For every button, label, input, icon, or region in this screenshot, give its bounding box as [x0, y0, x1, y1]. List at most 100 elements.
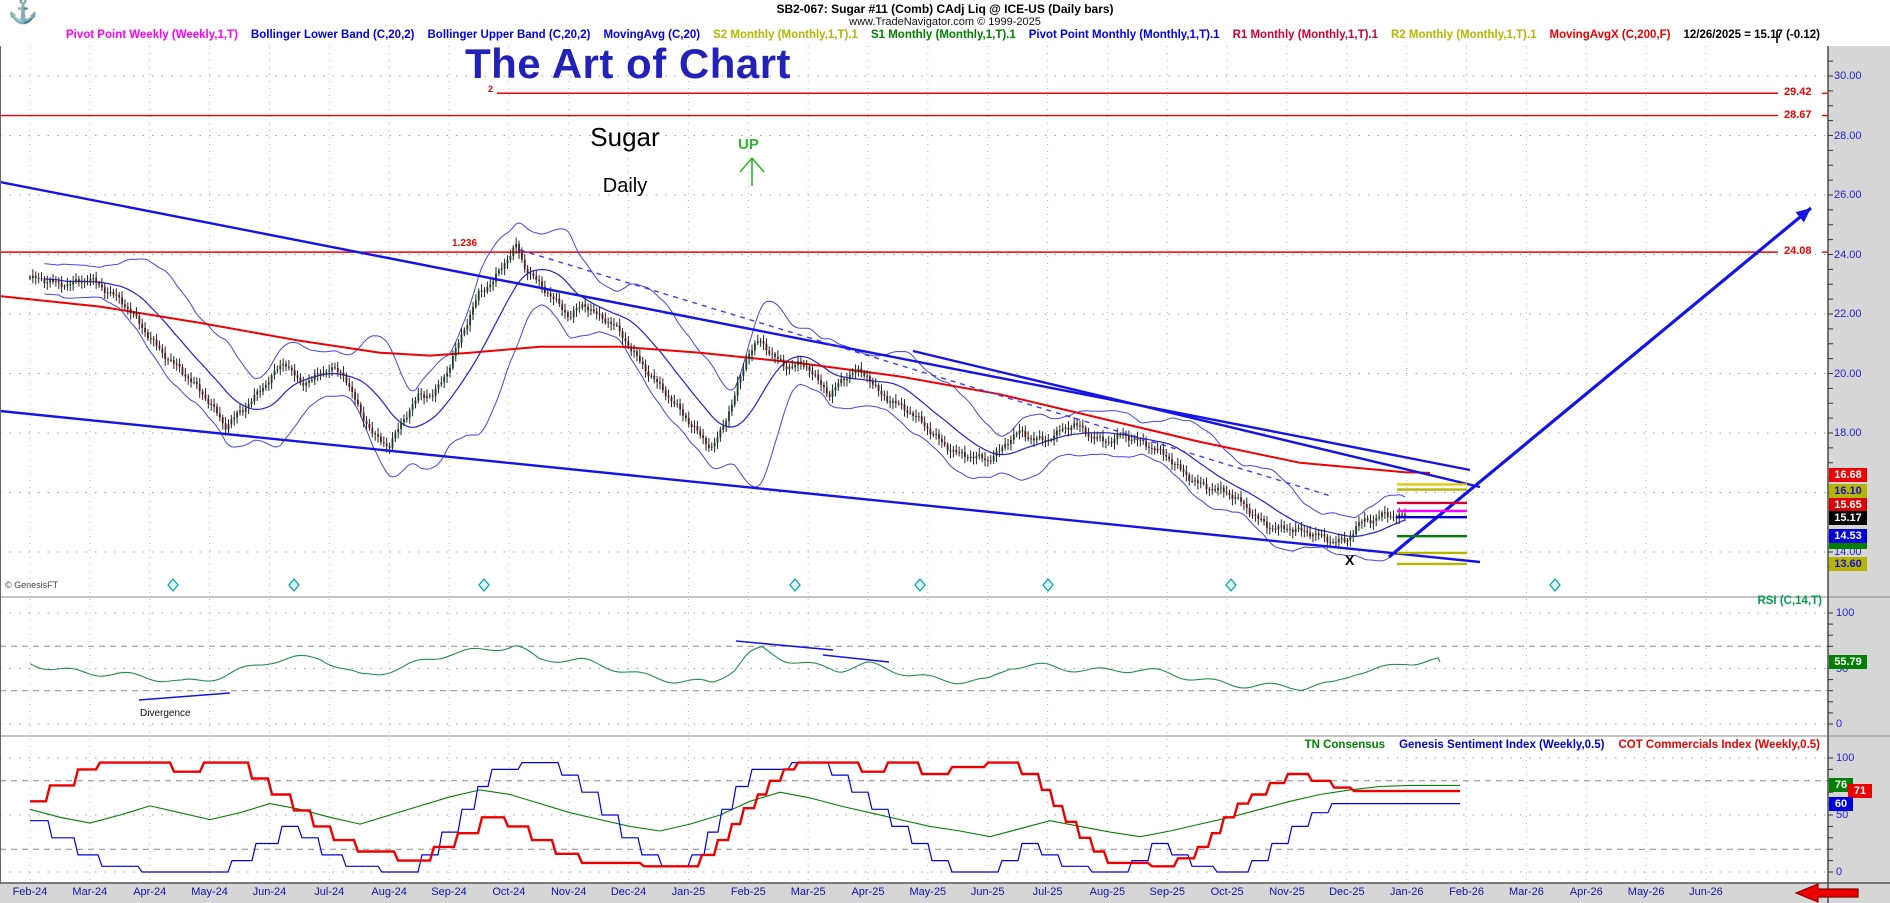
- bottom-panel-legend-item[interactable]: COT Commercials Index (Weekly,0.5): [1618, 739, 1820, 751]
- month-axis-label: Aug-24: [371, 886, 407, 898]
- app-logo-anchor-icon: ⚓: [8, 0, 38, 25]
- legend-item[interactable]: Pivot Point Monthly (Monthly,1,T).1: [1028, 29, 1220, 41]
- line-start-label: 2: [488, 84, 494, 94]
- legend-item[interactable]: Pivot Point Weekly (Weekly,1,T): [66, 29, 238, 41]
- bottom-panel-legend-item[interactable]: Genesis Sentiment Index (Weekly,0.5): [1399, 739, 1605, 751]
- month-axis-label: Dec-25: [1329, 886, 1365, 898]
- fib-price-label: 28.67: [1781, 108, 1815, 121]
- month-axis-label: Nov-25: [1269, 886, 1305, 898]
- tn-consensus-line: [29, 784, 1460, 838]
- fib-level-label: 1.236: [452, 238, 478, 249]
- price-value-box: 16.10: [1829, 484, 1867, 498]
- legend-item[interactable]: R2 Monthly (Monthly,1,T).1: [1391, 29, 1537, 41]
- dashed-trendline: [519, 249, 1332, 497]
- projection-arrow: [1387, 206, 1813, 559]
- month-gridlines: [29, 46, 1707, 883]
- fib-price-label: 24.08: [1781, 245, 1815, 258]
- chart-title: SB2-067: Sugar #11 (Comb) CAdj Liq @ ICE…: [776, 2, 1114, 16]
- scroll-back-arrow[interactable]: [1794, 883, 1859, 903]
- price-axis-label: 14.00: [1834, 546, 1862, 558]
- month-axis-label: Feb-26: [1449, 886, 1484, 898]
- sentiment-line: [30, 761, 1460, 873]
- moving-average-20: [44, 268, 1406, 538]
- panel-borders: [0, 31, 1890, 903]
- rsi-line: [29, 645, 1441, 691]
- pivot-level-segments: [1397, 483, 1467, 566]
- month-axis-label: Mar-24: [72, 886, 108, 898]
- month-axis-label: Feb-24: [12, 886, 48, 898]
- price-axis-label: 18.00: [1834, 427, 1862, 439]
- month-axis-label: Oct-25: [1210, 886, 1244, 898]
- price-axis-label: 22.00: [1834, 308, 1862, 320]
- month-axis-label: Jun-26: [1689, 886, 1723, 898]
- month-axis-label: Apr-26: [1569, 886, 1603, 898]
- tn-axis-label: 100: [1836, 752, 1855, 764]
- price-axis-label: 26.00: [1834, 189, 1862, 201]
- month-axis-label: Feb-25: [730, 886, 766, 898]
- month-axis-label: Apr-24: [133, 886, 167, 898]
- month-axis-label: May-25: [909, 886, 947, 898]
- bollinger-bands: [44, 222, 1406, 562]
- price-axis-label: 24.00: [1834, 248, 1862, 261]
- rsi-legend[interactable]: RSI (C,14,T): [1757, 595, 1822, 607]
- chart-subtitle: www.TradeNavigator.com © 1999-2025: [849, 16, 1041, 28]
- red-level-lines: [0, 92, 1828, 253]
- legend-item[interactable]: R1 Monthly (Monthly,1,T).1: [1232, 29, 1379, 41]
- up-annotation-label: UP: [738, 136, 759, 153]
- month-axis-label: Aug-25: [1089, 886, 1126, 898]
- price-axis-label: 20.00: [1834, 367, 1862, 380]
- tn-axis-label: 50: [1836, 809, 1849, 821]
- tn-value-box: 60: [1829, 796, 1853, 811]
- tn-value-box: 76: [1829, 778, 1853, 793]
- month-axis-label: May-26: [1627, 886, 1665, 898]
- legend-item[interactable]: S1 Monthly (Monthly,1,T).1: [870, 29, 1016, 41]
- month-axis-label: Mar-25: [790, 886, 826, 898]
- legend-item[interactable]: MovingAvgX (C,200,F): [1549, 29, 1671, 41]
- legend-item[interactable]: Bollinger Lower Band (C,20,2): [250, 29, 415, 41]
- moving-average-200: [0, 295, 1431, 474]
- legend-item[interactable]: MovingAvg (C,20): [603, 29, 701, 41]
- month-axis-label: Apr-25: [851, 886, 885, 898]
- month-axis-label: Nov-24: [550, 886, 587, 898]
- month-axis-label: Sep-24: [431, 886, 467, 898]
- last-quote-readout: 12/26/2025 = 15.17 (-0.12): [1683, 29, 1820, 41]
- timeframe-label: Daily: [602, 175, 648, 197]
- price-axis-label: 30.00: [1834, 70, 1862, 82]
- fib-price-label: 29.42: [1781, 86, 1815, 99]
- candlesticks: [29, 237, 1406, 549]
- bottom-panel-legend: TN Consensus Genesis Sentiment Index (Wee…: [1305, 739, 1820, 751]
- price-value-box: 14.53: [1829, 529, 1867, 543]
- watermark-title: The Art of Chart: [464, 40, 792, 87]
- month-axis-label: Sep-25: [1149, 886, 1186, 898]
- price-value-box: 16.68: [1829, 468, 1867, 482]
- symbol-label: Sugar: [590, 122, 660, 152]
- x-marker-annotation: X: [1345, 552, 1355, 568]
- month-axis-label: Jul-24: [314, 886, 345, 898]
- genesis-copyright: © GenesisFT: [5, 580, 59, 590]
- month-axis-label: Oct-24: [492, 886, 526, 898]
- price-gridlines: [0, 75, 1828, 873]
- price-value-box: 15.65: [1829, 498, 1867, 512]
- tn-axis-label: 0: [1836, 866, 1843, 878]
- month-axis-label: Jan-26: [1389, 886, 1424, 898]
- price-value-box: 15.17: [1829, 511, 1867, 525]
- axis-backgrounds: [0, 46, 1890, 903]
- up-arrow-icon: [739, 157, 765, 186]
- legend-item[interactable]: Bollinger Upper Band (C,20,2): [427, 29, 591, 41]
- bottom-panel-legend-item[interactable]: TN Consensus: [1304, 739, 1386, 751]
- month-axis-label: Jan-25: [671, 886, 706, 898]
- price-value-box: 13.60: [1829, 557, 1867, 571]
- rollover-diamond-markers[interactable]: [167, 578, 1561, 592]
- price-axis-label: 28.00: [1834, 129, 1862, 142]
- trendlines: [0, 180, 1481, 564]
- rsi-axis-label: 100: [1836, 607, 1855, 619]
- month-axis-label: Dec-24: [610, 886, 647, 898]
- month-axis-label: Jun-25: [970, 886, 1005, 898]
- cot-commercials-line: [30, 761, 1460, 868]
- legend-item[interactable]: S2 Monthly (Monthly,1,T).1: [713, 29, 858, 41]
- month-axis-label: May-24: [191, 886, 228, 898]
- rsi-value-box: 55.79: [1829, 655, 1867, 670]
- tn-value-box: 71: [1848, 784, 1872, 799]
- indicator-legend: Pivot Point Weekly (Weekly,1,T) Bollinger…: [66, 29, 1820, 41]
